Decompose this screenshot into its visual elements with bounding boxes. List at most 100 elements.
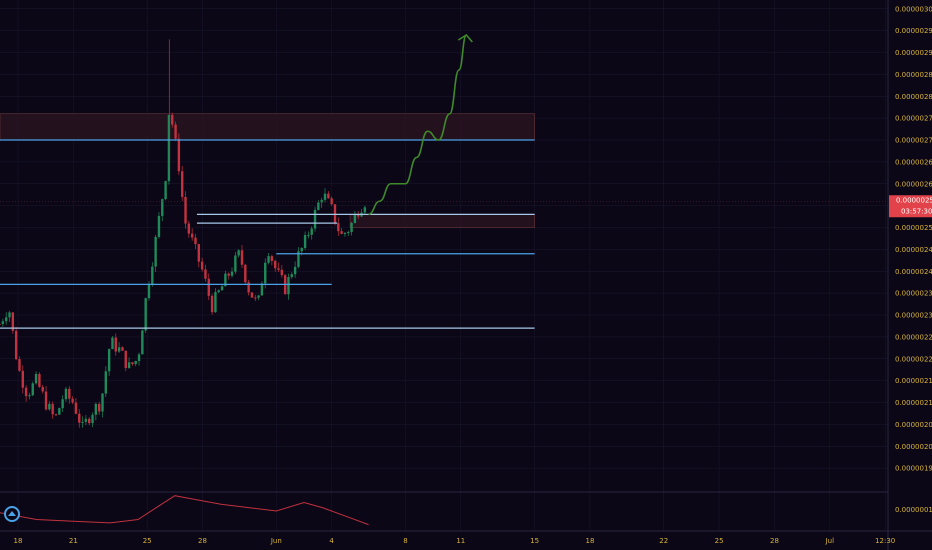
- candle-body: [58, 408, 61, 415]
- candle-body: [84, 418, 88, 422]
- y-tick-label: 0.00000225: [895, 333, 932, 341]
- candle-body: [101, 393, 104, 412]
- x-tick-label: Jul: [825, 537, 835, 545]
- candle-body: [190, 233, 194, 238]
- candle-body: [164, 181, 167, 200]
- candle-body: [300, 247, 303, 252]
- candle-body: [260, 283, 264, 296]
- candle-body: [237, 250, 240, 256]
- candle-body: [363, 207, 367, 213]
- candle-body: [11, 312, 15, 331]
- candle-body: [41, 386, 44, 392]
- candle-body: [267, 256, 270, 263]
- candle-body: [54, 414, 58, 416]
- candle-body: [21, 370, 24, 388]
- candle-body: [8, 312, 11, 318]
- candle-body: [220, 286, 224, 291]
- candle-body: [81, 421, 84, 423]
- logo-icon[interactable]: [4, 506, 20, 522]
- candle-body: [134, 361, 137, 365]
- candle-body: [234, 255, 237, 272]
- indicator-line: [0, 495, 369, 526]
- time-axis[interactable]: 18 21 25 28 Jun 4 8 11 15 18 22 25 28 Jul 12:30: [14, 537, 896, 545]
- candle-body: [181, 171, 184, 197]
- candle-body: [44, 391, 48, 410]
- x-tick-label: 8: [403, 537, 407, 545]
- resistance-zone: [0, 113, 535, 141]
- candle-body: [257, 295, 260, 298]
- x-tick-label: 4: [329, 537, 334, 545]
- candle-body: [227, 273, 230, 276]
- indicator-pane[interactable]: [0, 495, 369, 526]
- y-tick-label: 0.00000245: [895, 246, 932, 254]
- candle-body: [350, 222, 353, 233]
- y-tick-label: 0.00000285: [895, 71, 932, 79]
- candle-body: [97, 403, 101, 412]
- candle-body: [200, 261, 204, 270]
- x-tick-label: 18: [14, 537, 23, 545]
- price-tag-box: [889, 195, 932, 218]
- candle-body: [31, 383, 34, 396]
- candle-body: [167, 114, 171, 182]
- y-tick-label: 0.00000235: [895, 290, 932, 298]
- candle-body: [137, 354, 141, 362]
- indicator-tick-label: 0.00000010: [895, 506, 932, 514]
- candle-body: [91, 414, 94, 424]
- candle-body: [264, 262, 267, 284]
- candle-body: [207, 278, 210, 296]
- price-tag-countdown: 03:57:30: [901, 207, 932, 215]
- candle-body: [4, 317, 8, 322]
- candle-body: [290, 274, 293, 278]
- candle-body: [151, 266, 154, 284]
- price-tag-value: 0.00000256: [896, 196, 932, 204]
- candle-body: [88, 418, 91, 424]
- candle-body: [247, 282, 250, 293]
- candle-body: [71, 398, 74, 403]
- candle-body: [330, 198, 333, 205]
- candle-body: [210, 295, 214, 313]
- candle-body: [28, 395, 31, 397]
- candle-body: [280, 269, 284, 276]
- x-tick-label: 28: [198, 537, 207, 545]
- candle-body: [317, 202, 320, 210]
- candle-body: [230, 271, 234, 276]
- candle-body: [131, 362, 134, 365]
- candle-body: [1, 321, 5, 324]
- projection-curve: [368, 34, 468, 216]
- y-tick-label: 0.00000295: [895, 27, 932, 35]
- candle-body: [194, 237, 197, 245]
- candle-body: [48, 403, 51, 410]
- horizontal-levels[interactable]: [0, 139, 535, 329]
- candle-body: [287, 277, 290, 295]
- candle-body: [124, 350, 127, 369]
- candle-body: [171, 114, 174, 125]
- candle-body: [0, 323, 1, 325]
- x-tick-label: 21: [69, 537, 78, 545]
- projection[interactable]: [368, 33, 473, 216]
- candle-body: [250, 292, 254, 298]
- candle-body: [217, 290, 220, 293]
- candle-body: [114, 337, 117, 352]
- candle-body: [244, 264, 247, 283]
- candle-body: [64, 388, 68, 400]
- x-tick-label: 11: [456, 537, 465, 545]
- candle-body: [307, 234, 310, 236]
- x-tick-label: 25: [715, 537, 724, 545]
- candle-body: [313, 209, 317, 229]
- candle-body: [347, 232, 350, 234]
- candle-body: [61, 399, 64, 409]
- x-tick-label: 22: [659, 537, 668, 545]
- y-tick-label: 0.00000275: [895, 115, 932, 123]
- current-zone: [349, 214, 535, 228]
- x-tick-label: 18: [585, 537, 594, 545]
- x-tick-label: Jun: [270, 537, 282, 545]
- candle-body: [117, 347, 121, 352]
- candle-body: [277, 268, 280, 270]
- candle-body: [68, 388, 71, 399]
